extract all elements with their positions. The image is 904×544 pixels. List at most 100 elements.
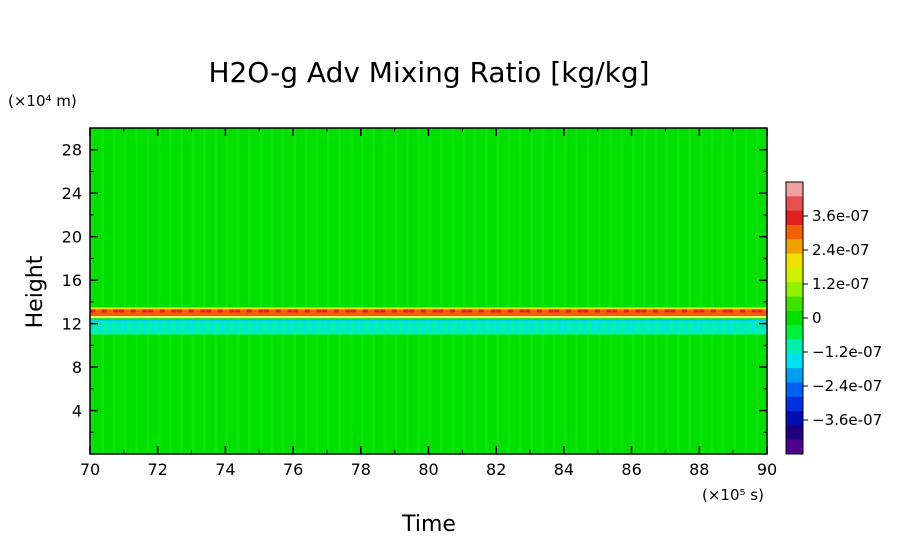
band-positive-cell <box>142 309 148 313</box>
heatmap-texture <box>733 128 737 454</box>
band-negative-cell <box>326 321 330 332</box>
band-positive <box>90 309 767 317</box>
heatmap-texture <box>417 128 421 454</box>
band-negative-cell <box>287 321 291 332</box>
band-negative-cell <box>413 321 417 332</box>
heatmap-texture <box>236 128 240 454</box>
band-positive-cell <box>623 309 629 313</box>
band-positive-cell <box>536 309 542 313</box>
band-negative-cell <box>462 321 466 332</box>
band-negative-cell <box>650 321 654 332</box>
colorbar-swatch <box>786 439 803 455</box>
band-negative-cell <box>515 321 519 332</box>
band-positive-cell <box>246 309 252 313</box>
colorbar-swatch <box>786 411 803 426</box>
band-positive-cell <box>380 309 386 313</box>
colorbar-swatch <box>786 296 803 312</box>
band-negative-cell <box>573 321 577 332</box>
heatmap-texture <box>665 128 669 454</box>
band-negative-cell <box>176 321 180 332</box>
heatmap-texture <box>575 128 579 454</box>
colorbar-swatch <box>786 239 803 255</box>
band-negative-cell <box>210 321 214 332</box>
colorbar-swatch <box>786 267 803 283</box>
heatmap-texture <box>484 128 488 454</box>
band-positive-cell <box>409 309 415 313</box>
band-negative-cell <box>219 321 223 332</box>
band-negative-cell <box>142 321 146 332</box>
y-tick-label: 4 <box>72 402 82 421</box>
band-negative-cell <box>524 321 528 332</box>
heatmap-texture <box>530 128 534 454</box>
band-negative-cell <box>90 321 93 332</box>
band-negative-cell <box>597 321 601 332</box>
colorbar-tick-label: 3.6e-07 <box>812 207 870 225</box>
band-positive-cell <box>235 309 241 313</box>
heatmap-texture <box>360 128 364 454</box>
band-negative-cell <box>505 321 509 332</box>
heatmap-texture <box>688 128 692 454</box>
x-tick-label: 74 <box>215 460 235 479</box>
band-positive-cell <box>177 309 183 313</box>
band-negative-cell <box>302 321 306 332</box>
heatmap-texture <box>259 128 263 454</box>
band-positive-cell <box>710 309 716 313</box>
band-negative-cell <box>293 321 297 332</box>
band-positive-cell <box>641 309 647 313</box>
band-negative-cell <box>123 321 127 332</box>
band-positive-cell <box>467 309 473 313</box>
y-tick-label: 12 <box>62 315 82 334</box>
band-negative-cell <box>389 321 393 332</box>
heatmap-texture <box>112 128 116 454</box>
colorbar-tick-label: −3.6e-07 <box>812 411 882 429</box>
band-negative-cell <box>641 321 645 332</box>
colorbar-tick-label: 2.4e-07 <box>812 241 870 259</box>
band-positive-cell <box>606 309 612 313</box>
heatmap-texture <box>157 128 161 454</box>
heatmap-texture <box>676 128 680 454</box>
band-positive-cell <box>351 309 357 313</box>
heatmap-texture <box>439 128 443 454</box>
band-negative-cell <box>360 321 364 332</box>
band-negative-cell <box>708 321 712 332</box>
x-axis-label: Time <box>401 512 456 537</box>
heatmap-texture <box>383 128 387 454</box>
band-positive-cell <box>119 309 125 313</box>
band-positive-cell <box>113 309 119 313</box>
band-negative-cell <box>742 321 746 332</box>
band-positive-cell <box>496 309 502 313</box>
band-positive-cell <box>275 309 281 313</box>
heatmap-texture <box>744 128 748 454</box>
heatmap-texture <box>304 128 308 454</box>
y-tick-label: 20 <box>62 228 82 247</box>
band-positive-cell <box>293 309 299 313</box>
band-positive-cell <box>258 309 264 313</box>
x-tick-label: 78 <box>351 460 371 479</box>
heatmap-texture <box>135 128 139 454</box>
band-negative-cell <box>727 321 731 332</box>
band-negative-cell <box>496 321 500 332</box>
colorbar-swatch <box>786 382 803 398</box>
band-positive-cell <box>670 309 676 313</box>
band-positive-cell <box>188 309 194 313</box>
band-positive-cell <box>90 309 95 313</box>
band-negative-cell <box>394 321 398 332</box>
band-negative-cell <box>201 321 205 332</box>
band-positive-cell <box>264 309 270 313</box>
band-positive-cell <box>391 309 397 313</box>
band-positive-cell <box>229 309 235 313</box>
heatmap-texture <box>710 128 714 454</box>
band-negative-cell <box>539 321 543 332</box>
heatmap-texture <box>699 128 703 454</box>
band-positive-cell <box>333 309 339 313</box>
colorbar-swatch <box>786 325 803 340</box>
colorbar-swatch <box>786 282 803 298</box>
y-tick-label: 24 <box>62 184 82 203</box>
band-negative-cell <box>718 321 722 332</box>
band-negative-cell <box>530 321 534 332</box>
band-negative-cell <box>379 321 383 332</box>
band-positive-cell <box>403 309 409 313</box>
colorbar-tick-label: −1.2e-07 <box>812 343 882 361</box>
band-positive-cell <box>171 309 177 313</box>
band-negative-cell <box>186 321 190 332</box>
